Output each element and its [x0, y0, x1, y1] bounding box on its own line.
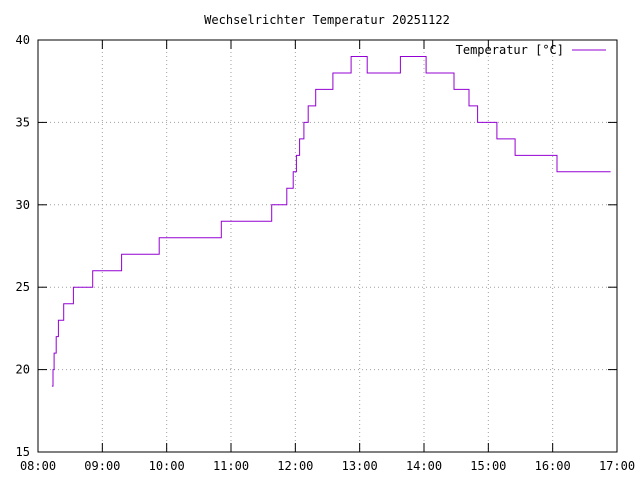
x-tick-label: 17:00 — [599, 459, 635, 473]
series-group — [51, 56, 611, 387]
x-tick-label: 08:00 — [20, 459, 56, 473]
y-tick-label: 30 — [16, 198, 30, 212]
x-tick-label: 14:00 — [406, 459, 442, 473]
series-line — [51, 56, 611, 387]
y-tick-label: 25 — [16, 280, 30, 294]
legend: Temperatur [°C] — [456, 43, 606, 57]
x-tick-label: 16:00 — [535, 459, 571, 473]
y-axis-ticks: 15 20 25 30 35 40 — [16, 33, 617, 459]
plot-border — [37, 39, 618, 453]
x-tick-label: 11:00 — [213, 459, 249, 473]
x-tick-label: 09:00 — [84, 459, 120, 473]
y-tick-label: 40 — [16, 33, 30, 47]
chart-title: Wechselrichter Temperatur 20251122 — [204, 13, 450, 27]
legend-label: Temperatur [°C] — [456, 43, 564, 57]
y-tick-label: 15 — [16, 445, 30, 459]
grid-lines — [38, 40, 617, 452]
x-tick-label: 13:00 — [342, 459, 378, 473]
y-tick-label: 35 — [16, 115, 30, 129]
x-tick-label: 12:00 — [277, 459, 313, 473]
y-tick-label: 20 — [16, 363, 30, 377]
x-axis-ticks: 08:00 09:00 10:00 11:00 12:00 13:00 14:00 15:00… — [20, 40, 635, 473]
x-tick-label: 10:00 — [149, 459, 185, 473]
x-tick-label: 15:00 — [470, 459, 506, 473]
